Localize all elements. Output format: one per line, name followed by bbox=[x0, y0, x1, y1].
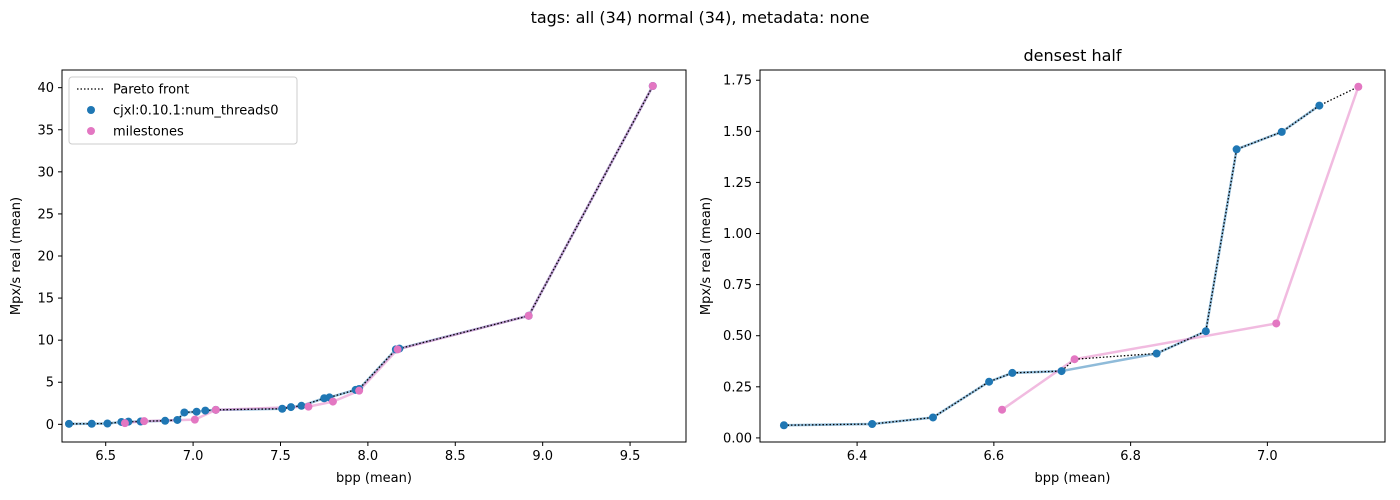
cjxl-point bbox=[1008, 368, 1017, 377]
milestones-point bbox=[524, 311, 533, 320]
x-tick-label: 7.5 bbox=[270, 449, 291, 464]
cjxl-point bbox=[286, 403, 295, 412]
cjxl-point bbox=[868, 420, 877, 429]
figure-title: tags: all (34) normal (34), metadata: no… bbox=[531, 8, 870, 27]
plot-frame bbox=[759, 69, 1386, 443]
milestones-point bbox=[120, 419, 129, 428]
milestones-series-line bbox=[124, 85, 654, 425]
x-axis-label: bpp (mean) bbox=[336, 471, 412, 486]
milestones-point bbox=[1070, 355, 1079, 364]
y-tick-label: 35 bbox=[37, 123, 54, 138]
y-tick-label: 1.50 bbox=[723, 125, 752, 140]
milestones-point bbox=[190, 415, 199, 424]
y-tick-label: 0.75 bbox=[723, 278, 752, 293]
pareto-front-line bbox=[783, 86, 1359, 426]
cjxl-point bbox=[929, 413, 938, 422]
x-tick-label: 7.0 bbox=[1257, 449, 1278, 464]
cjxl-point bbox=[103, 419, 112, 428]
cjxl-point bbox=[192, 407, 201, 416]
cjxl-series-line bbox=[783, 104, 1321, 427]
y-tick-label: 1.75 bbox=[723, 74, 752, 89]
y-tick-label: 1.25 bbox=[723, 176, 752, 191]
cjxl-point bbox=[173, 415, 182, 424]
cjxl-point bbox=[87, 419, 96, 428]
cjxl-point bbox=[297, 401, 306, 410]
x-tick-label: 8.5 bbox=[445, 449, 466, 464]
milestones-point bbox=[393, 345, 402, 354]
y-axis-label: Mpx/s real (mean) bbox=[9, 197, 24, 315]
y-tick-label: 10 bbox=[37, 334, 54, 349]
y-tick-label: 0 bbox=[46, 418, 54, 433]
x-tick-label: 6.4 bbox=[847, 449, 868, 464]
x-tick-label: 6.5 bbox=[95, 449, 116, 464]
legend-label: Pareto front bbox=[113, 83, 189, 98]
y-tick-label: 5 bbox=[46, 376, 54, 391]
x-tick-label: 7.0 bbox=[183, 449, 204, 464]
milestones-point bbox=[1272, 319, 1281, 328]
milestones-point bbox=[648, 81, 657, 90]
milestones-point bbox=[998, 405, 1007, 414]
cjxl-point bbox=[1232, 145, 1241, 154]
cjxl-point bbox=[779, 421, 788, 430]
cjxl-point bbox=[201, 406, 210, 415]
milestones-point bbox=[140, 417, 149, 426]
cjxl-point bbox=[1315, 101, 1324, 110]
y-tick-label: 15 bbox=[37, 292, 54, 307]
cjxl-point bbox=[1152, 349, 1161, 358]
x-axis-label: bpp (mean) bbox=[1035, 471, 1111, 486]
x-tick-label: 6.8 bbox=[1120, 449, 1141, 464]
milestones-point bbox=[211, 405, 220, 414]
legend-box bbox=[68, 76, 298, 145]
y-tick-label: 1.00 bbox=[723, 227, 752, 242]
x-tick-label: 8.0 bbox=[358, 449, 379, 464]
cjxl-point bbox=[180, 408, 189, 417]
legend-label: milestones bbox=[113, 125, 184, 140]
y-tick-label: 0.50 bbox=[723, 329, 752, 344]
cjxl-point bbox=[1201, 327, 1210, 336]
cjxl-point bbox=[1057, 367, 1066, 376]
y-tick-label: 30 bbox=[37, 165, 54, 180]
x-tick-label: 9.5 bbox=[620, 449, 641, 464]
y-tick-label: 0.00 bbox=[723, 431, 752, 446]
left-chart: 6.5 7.0 7.5 8.0 8.5 9.0 9.5 0 5 10 15 20 25 30 35 40 bpp… bbox=[9, 69, 687, 486]
legend-milestones-swatch bbox=[87, 127, 95, 135]
y-tick-label: 20 bbox=[37, 250, 54, 265]
legend: Pareto front cjxl:0.10.1:num_threads0mile… bbox=[68, 76, 298, 145]
milestones-point bbox=[1354, 82, 1363, 91]
cjxl-point bbox=[64, 419, 73, 428]
cjxl-point bbox=[985, 377, 994, 386]
y-axis-label: Mpx/s real (mean) bbox=[699, 197, 714, 315]
legend-label: cjxl:0.10.1:num_threads0 bbox=[113, 104, 278, 119]
milestones-point bbox=[355, 386, 364, 395]
right-chart: 6.4 6.6 6.8 7.0 0.00 0.25 0.50 0.75 1.00 1.25 1.50… bbox=[699, 46, 1386, 486]
milestones-point bbox=[328, 397, 337, 406]
cjxl-point bbox=[161, 416, 170, 425]
chart-title: densest half bbox=[1023, 46, 1121, 65]
x-tick-label: 6.6 bbox=[984, 449, 1005, 464]
y-tick-label: 40 bbox=[37, 81, 54, 96]
y-tick-label: 0.25 bbox=[723, 380, 752, 395]
cjxl-point bbox=[278, 404, 287, 413]
legend-cjxl-swatch bbox=[87, 106, 95, 114]
milestones-series-line bbox=[1001, 86, 1360, 411]
x-tick-label: 9.0 bbox=[532, 449, 553, 464]
pareto-front-line bbox=[68, 85, 654, 425]
milestones-point bbox=[304, 402, 313, 411]
cjxl-point bbox=[1277, 127, 1286, 136]
y-tick-label: 25 bbox=[37, 207, 54, 222]
